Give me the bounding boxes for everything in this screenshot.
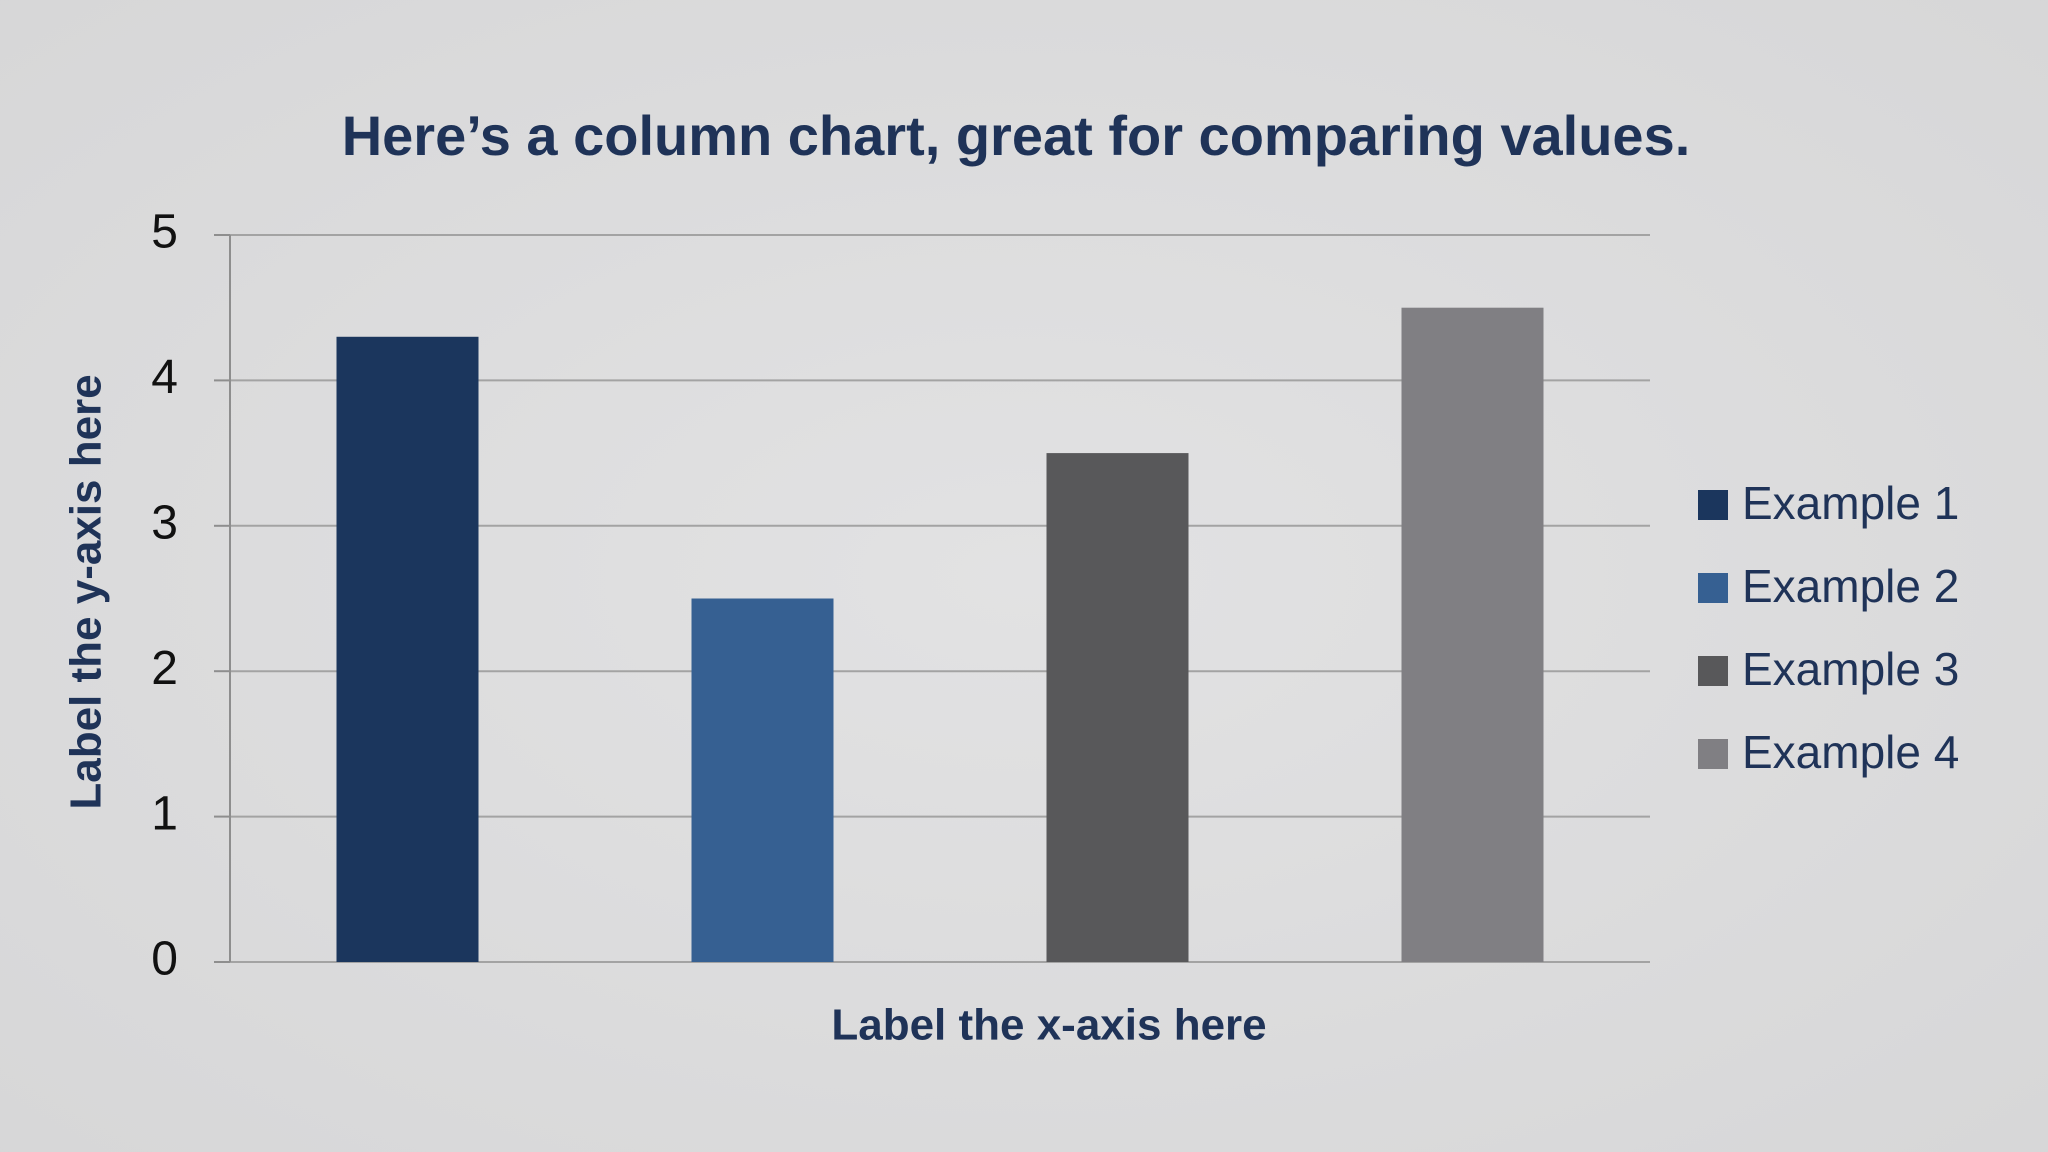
bar [691,598,834,962]
bar [1046,453,1189,962]
legend-label: Example 4 [1742,726,1959,778]
chart-title: Here’s a column chart, great for compari… [342,104,1691,167]
bar [336,336,479,962]
bar [1401,307,1544,962]
y-tick-label: 5 [151,206,178,259]
y-tick-label: 1 [151,787,178,840]
legend-label: Example 2 [1742,560,1959,612]
y-tick-label: 3 [151,496,178,549]
y-tick-label: 2 [151,642,178,695]
legend-swatch [1698,573,1728,603]
legend-swatch [1698,739,1728,769]
y-tick-label: 4 [151,351,178,404]
legend-label: Example 1 [1742,477,1959,529]
y-axis-label: Label the y-axis here [62,374,111,809]
x-axis-label: Label the x-axis here [831,1001,1266,1050]
legend-label: Example 3 [1742,643,1959,695]
legend-swatch [1698,490,1728,520]
legend-swatch [1698,656,1728,686]
y-tick-label: 0 [151,933,178,986]
